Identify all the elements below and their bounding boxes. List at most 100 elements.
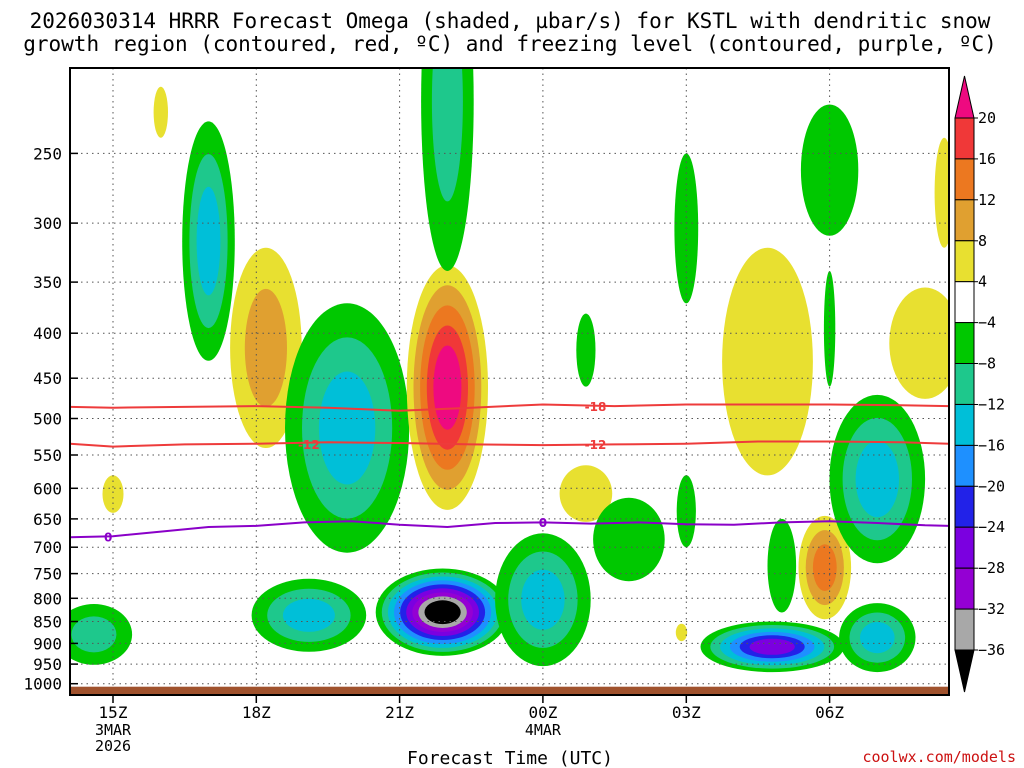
colorbar-label-4: 4 bbox=[978, 273, 987, 291]
colorbar-label--36: −36 bbox=[978, 641, 1005, 659]
x-tick-sublabel-2026: 2026 bbox=[95, 737, 131, 755]
colorbar-bottom-arrow bbox=[954, 649, 975, 693]
colorbar-band-12-to-16 bbox=[954, 158, 975, 201]
x-tick-sublabel-4MAR: 4MAR bbox=[525, 721, 562, 739]
x-tick-label-00Z: 00Z bbox=[528, 703, 557, 722]
y-tick-label-850: 850 bbox=[33, 613, 62, 632]
omega-region-25-level-4 bbox=[889, 287, 949, 399]
colorbar-label-12: 12 bbox=[978, 191, 996, 209]
colorbar-label-20: 20 bbox=[978, 109, 996, 127]
colorbar-band--36-to--32 bbox=[954, 608, 975, 651]
y-tick-label-550: 550 bbox=[33, 446, 62, 465]
colorbar-label--12: −12 bbox=[978, 396, 1005, 414]
colorbar-label--24: −24 bbox=[978, 518, 1005, 536]
omega-region-21-level--4 bbox=[800, 104, 859, 236]
omega-region-18-level-4 bbox=[722, 247, 813, 476]
colorbar-band--12-to--8 bbox=[954, 363, 975, 405]
omega-region-15-level--4 bbox=[676, 475, 696, 548]
omega-region-20-level-12 bbox=[812, 544, 837, 591]
colorbar-band-8-to-12 bbox=[954, 199, 975, 242]
omega-region-13-level--4 bbox=[593, 497, 665, 582]
colorbar-label--32: −32 bbox=[978, 600, 1005, 618]
y-tick-label-250: 250 bbox=[33, 144, 62, 163]
dendritic-bottom-label2-label: -12 bbox=[298, 438, 320, 452]
y-tick-label-700: 700 bbox=[33, 538, 62, 557]
x-tick-label-06Z: 06Z bbox=[815, 703, 844, 722]
colorbar-label--20: −20 bbox=[978, 477, 1005, 495]
omega-region-12-level--4 bbox=[576, 313, 596, 387]
omega-region-16-level-4 bbox=[675, 623, 688, 642]
colorbar-band--24-to--20 bbox=[954, 485, 975, 528]
y-tick-label-500: 500 bbox=[33, 410, 62, 429]
colorbar-band--8-to--4 bbox=[954, 322, 975, 365]
freezing-level-line bbox=[70, 520, 949, 539]
colorbar-band--20-to--16 bbox=[954, 444, 975, 487]
x-tick-label-15Z: 15Z bbox=[99, 703, 128, 722]
omega-region-1-level--8 bbox=[71, 616, 117, 653]
colorbar-label--8: −8 bbox=[978, 355, 996, 373]
omega-region-17-level--24 bbox=[749, 638, 795, 655]
y-axis: 250 300 350 400 450 500 550 600 650 700 750 800 850 9… bbox=[23, 144, 78, 694]
omega-region-5-level--12 bbox=[282, 598, 335, 632]
omega-region-9-level--36 bbox=[424, 600, 461, 625]
y-tick-label-300: 300 bbox=[33, 214, 62, 233]
colorbar-label-8: 8 bbox=[978, 232, 987, 250]
grid-lines bbox=[70, 68, 949, 695]
chart-title-line-2: growth region (contoured, red, ºC) and f… bbox=[23, 32, 997, 56]
omega-region-4-level-8 bbox=[244, 288, 287, 407]
omega-region-3-level-4 bbox=[153, 86, 168, 138]
omega-region-11-level-4 bbox=[559, 465, 613, 522]
colorbar-band--16-to--12 bbox=[954, 404, 975, 446]
omega-region-26-level-4 bbox=[934, 137, 949, 248]
plot-frame bbox=[69, 67, 950, 696]
dendritic-top-label: -18 bbox=[585, 400, 607, 414]
colorbar-band--28-to--24 bbox=[954, 526, 975, 569]
colorbar-band-16-to-20 bbox=[954, 117, 975, 160]
dendritic-top-line bbox=[70, 403, 949, 412]
omega-region-6-level--12 bbox=[318, 371, 376, 485]
dendritic-bottom-line bbox=[70, 440, 949, 448]
y-tick-label-800: 800 bbox=[33, 589, 62, 608]
colorbar-label--28: −28 bbox=[978, 559, 1005, 577]
y-tick-label-900: 900 bbox=[33, 634, 62, 653]
y-tick-label-350: 350 bbox=[33, 273, 62, 292]
omega-region-24-level--12 bbox=[860, 622, 895, 654]
x-tick-sublabel-3MAR: 3MAR bbox=[95, 721, 132, 739]
y-tick-label-450: 450 bbox=[33, 369, 62, 388]
omega-shading bbox=[70, 68, 949, 673]
omega-region-7-level-20 bbox=[433, 345, 462, 430]
omega-region-19-level--4 bbox=[767, 518, 797, 613]
colorbar-label--16: −16 bbox=[978, 436, 1005, 454]
colorbar-top-arrow bbox=[954, 75, 975, 119]
y-tick-label-600: 600 bbox=[33, 479, 62, 498]
x-tick-label-21Z: 21Z bbox=[385, 703, 414, 722]
dendritic-bottom-label: -12 bbox=[585, 438, 607, 452]
omega-region-0-level--12 bbox=[196, 186, 221, 296]
omega-region-2-level-4 bbox=[102, 475, 124, 513]
omega-region-10-level--12 bbox=[521, 569, 565, 630]
freezing-level-label: 0 bbox=[104, 530, 112, 544]
omega-region-23-level--12 bbox=[855, 440, 899, 518]
colorbar-band--32-to--28 bbox=[954, 567, 975, 610]
x-axis-label: Forecast Time (UTC) bbox=[407, 748, 613, 768]
omega-region-8-level--8 bbox=[431, 68, 463, 202]
y-tick-label-750: 750 bbox=[33, 565, 62, 584]
contour-lines: -18 -12 -12 0 0 bbox=[70, 400, 949, 544]
x-tick-label-18Z: 18Z bbox=[242, 703, 271, 722]
site-credit-link[interactable]: coolwx.com/models bbox=[862, 748, 1016, 766]
x-tick-label-03Z: 03Z bbox=[672, 703, 701, 722]
y-tick-label-650: 650 bbox=[33, 510, 62, 529]
ground-surface bbox=[70, 686, 949, 695]
y-tick-label-1000: 1000 bbox=[23, 675, 62, 694]
colorbar-band--4-to-4 bbox=[954, 281, 975, 324]
colorbar-label-16: 16 bbox=[978, 150, 996, 168]
colorbar: −36 −32 −28 −24 −20 −16 −12 −8 −4 4 8 12 16 20 bbox=[954, 75, 1005, 693]
colorbar-label--4: −4 bbox=[978, 314, 996, 332]
y-tick-label-950: 950 bbox=[33, 655, 62, 674]
chart-title-line-1: 2026030314 HRRR Forecast Omega (shaded, … bbox=[30, 9, 991, 33]
colorbar-band-4-to-8 bbox=[954, 240, 975, 283]
freezing-level-label2-label: 0 bbox=[539, 516, 547, 530]
